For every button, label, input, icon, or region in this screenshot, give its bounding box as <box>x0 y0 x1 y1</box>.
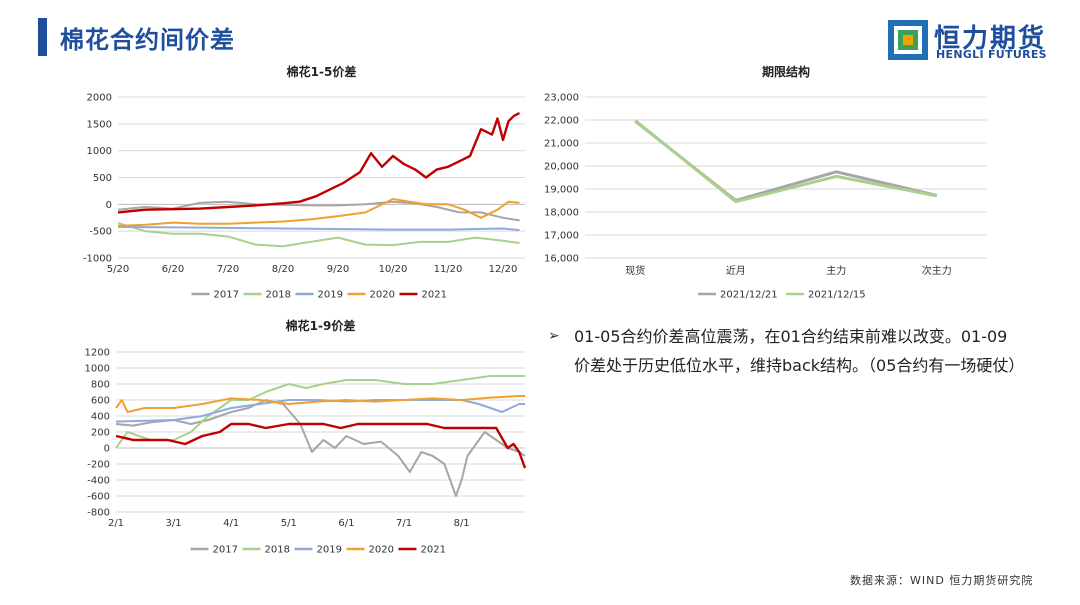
x-tick-label: 近月 <box>726 264 746 277</box>
y-tick-label: 19,000 <box>544 185 579 196</box>
legend-label: 2021/12/15 <box>808 290 866 301</box>
y-tick-label: 200 <box>91 428 110 439</box>
y-tick-label: 800 <box>91 380 110 391</box>
x-tick-label: 8/1 <box>454 518 470 529</box>
y-tick-label: 500 <box>93 173 112 184</box>
x-tick-label: 6/20 <box>162 264 184 275</box>
company-logo: 恒力期货 HENGLI FUTURES <box>888 18 1058 64</box>
y-tick-label: 22,000 <box>544 116 579 127</box>
x-tick-label: 现货 <box>625 264 645 277</box>
series-line-2021 <box>117 112 521 214</box>
x-tick-label: 8/20 <box>272 264 294 275</box>
y-tick-label: -500 <box>89 227 112 238</box>
chart-title: 棉花1-9价差 <box>286 318 356 333</box>
series-line-2019 <box>117 225 520 232</box>
chart-term-structure-svg: 期限结构 16,000 17,000 18,000 19,000 20,000 21,000… <box>544 64 987 301</box>
series-line-2021 <box>115 422 527 469</box>
x-tick-label: 次主力 <box>922 264 952 277</box>
logo-text-cn: 恒力期货 <box>934 24 1047 54</box>
y-tick-label: 0 <box>106 200 112 211</box>
y-tick-label: 1000 <box>85 364 110 375</box>
x-tick-label: 5/20 <box>107 264 129 275</box>
bullet-arrow-icon: ➢ <box>548 328 560 344</box>
y-tick-label: 0 <box>104 444 110 455</box>
logo-text-en: HENGLI FUTURES <box>936 48 1047 61</box>
chart-spread-1-9: 棉花1-9价差 -800 -600 -400 -200 0 200 400 600 800 1000… <box>70 316 540 561</box>
y-tick-label: -600 <box>87 492 110 503</box>
y-tick-label: 23,000 <box>544 93 579 104</box>
legend-label: 2020 <box>369 545 394 556</box>
series-line-2018 <box>117 222 520 248</box>
x-tick-label: 3/1 <box>166 518 182 529</box>
series-line-2017 <box>115 399 526 497</box>
y-tick-label: 21,000 <box>544 139 579 150</box>
data-source: 数据来源：WIND 恒力期货研究院 <box>850 574 1034 587</box>
x-tick-label: 11/20 <box>434 264 463 275</box>
x-tick-label: 12/20 <box>489 264 518 275</box>
x-tick-label: 4/1 <box>223 518 239 529</box>
commentary: ➢ 01-05合约价差高位震荡，在01合约结束前难以改变。01-09价差处于历史… <box>548 322 1025 380</box>
series-line-2017 <box>117 200 520 222</box>
chart-spread-1-9-svg: 棉花1-9价差 -800 -600 -400 -200 0 200 400 600 800 1000… <box>85 318 527 556</box>
y-tick-label: -1000 <box>83 254 112 265</box>
legend-label: 2018 <box>265 545 290 556</box>
y-tick-label: 2000 <box>87 93 112 104</box>
x-tick-label: 7/20 <box>217 264 239 275</box>
y-tick-label: 16,000 <box>544 254 579 265</box>
legend-label: 2019 <box>317 545 342 556</box>
legend-label: 2021 <box>421 545 446 556</box>
y-tick-label: 20,000 <box>544 162 579 173</box>
y-tick-label: -400 <box>87 476 110 487</box>
y-tick-label: -800 <box>87 508 110 519</box>
x-tick-label: 7/1 <box>396 518 412 529</box>
series-line-2018 <box>115 375 525 449</box>
legend-label: 2017 <box>214 290 239 301</box>
y-tick-label: 18,000 <box>544 208 579 219</box>
series-line-2020 <box>115 395 525 413</box>
legend-label: 2017 <box>213 545 238 556</box>
chart-term-structure: 期限结构 16,000 17,000 18,000 19,000 20,000 21,000… <box>535 62 1005 307</box>
x-tick-label: 主力 <box>826 264 846 277</box>
page-title: 棉花合约间价差 <box>60 26 235 54</box>
y-tick-label: -200 <box>87 460 110 471</box>
chart-title: 期限结构 <box>762 64 810 79</box>
legend-label: 2021/12/21 <box>720 290 778 301</box>
commentary-text: 01-05合约价差高位震荡，在01合约结束前难以改变。01-09价差处于历史低位… <box>574 327 1025 375</box>
y-tick-label: 600 <box>91 396 110 407</box>
legend-label: 2020 <box>370 290 395 301</box>
y-tick-label: 1000 <box>87 146 112 157</box>
series-line-2020 <box>117 198 520 227</box>
legend-label: 2018 <box>266 290 291 301</box>
y-tick-label: 1500 <box>87 119 112 130</box>
series-line-2019 <box>115 399 525 423</box>
y-tick-label: 1200 <box>85 348 110 359</box>
series-line-2021-12-15 <box>634 119 938 204</box>
chart-title: 棉花1-5价差 <box>287 64 357 79</box>
y-tick-label: 17,000 <box>544 231 579 242</box>
legend-label: 2019 <box>318 290 343 301</box>
y-tick-label: 400 <box>91 412 110 423</box>
x-tick-label: 10/20 <box>379 264 408 275</box>
x-tick-label: 2/1 <box>108 518 124 529</box>
chart-spread-1-5: 棉花1-5价差 -1000 -500 0 500 1000 1500 2000 5/20 6/20… <box>70 62 540 307</box>
legend-label: 2021 <box>422 290 447 301</box>
chart-spread-1-5-svg: 棉花1-5价差 -1000 -500 0 500 1000 1500 2000 5/20 6/20… <box>83 64 525 301</box>
logo-mark-icon <box>888 20 928 60</box>
x-tick-label: 6/1 <box>338 518 354 529</box>
x-tick-label: 9/20 <box>327 264 349 275</box>
title-accent-bar <box>38 18 47 56</box>
x-tick-label: 5/1 <box>281 518 297 529</box>
